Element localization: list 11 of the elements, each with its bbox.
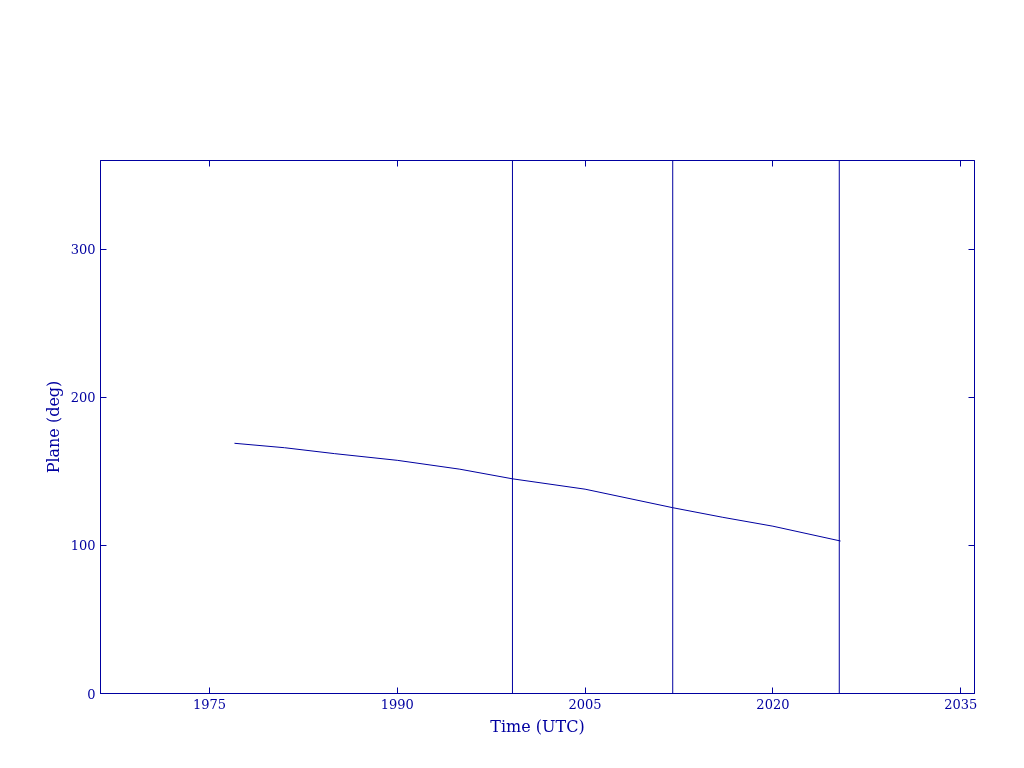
x-tick-label: 1990 <box>380 696 414 712</box>
x-axis-title: Time (UTC) <box>490 716 585 736</box>
x-tick-label: 2020 <box>756 696 790 712</box>
y-tick-label: 200 <box>70 390 96 406</box>
y-tick-label: 0 <box>87 686 96 702</box>
x-tick-label: 2035 <box>944 696 978 712</box>
y-tick-label: 100 <box>70 538 96 554</box>
y-axis-title: Plane (deg) <box>43 380 63 474</box>
x-tick-label: 1975 <box>192 696 226 712</box>
y-tick-label: 300 <box>70 242 96 258</box>
x-tick-label: 2005 <box>568 696 602 712</box>
